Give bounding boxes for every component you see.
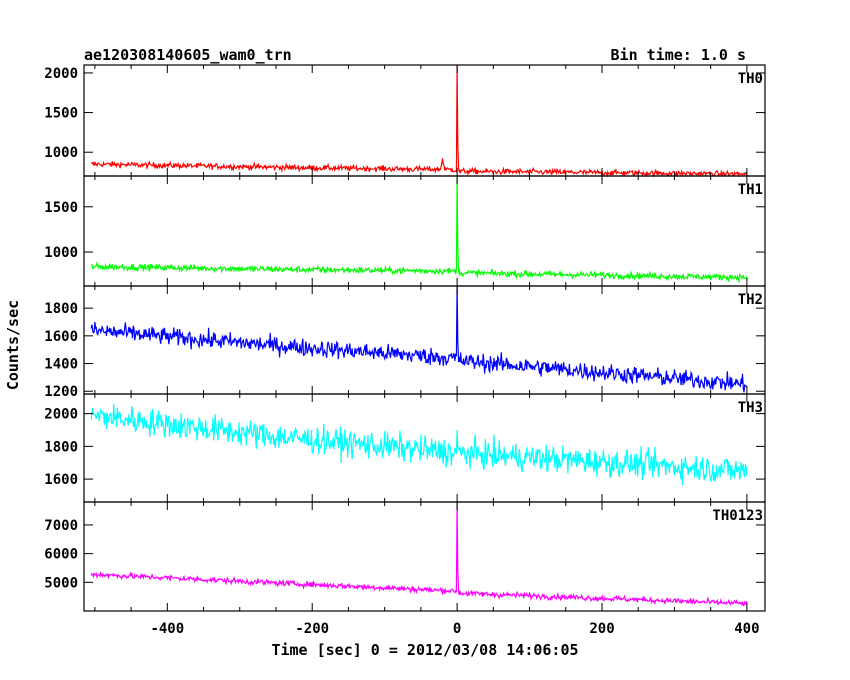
y-tick-label: 5000 xyxy=(44,575,78,591)
panel-frame xyxy=(83,501,766,612)
y-tick-label: 2000 xyxy=(44,66,78,82)
panel-th1: 1000 1500 TH1 xyxy=(44,175,766,287)
y-tick-label: 1000 xyxy=(44,145,78,161)
y-tick-label: 1400 xyxy=(44,357,78,373)
panel-th0123: 5000 6000 7000 TH0123 -400 -200 0 200 400 xyxy=(44,501,766,637)
y-tick-label: 1800 xyxy=(44,439,78,455)
panel-th3: 1600 1800 2000 TH3 xyxy=(44,393,766,503)
series-line-th1 xyxy=(90,175,748,284)
series-label-th0: TH0 xyxy=(738,71,763,87)
x-tick-label: 0 xyxy=(453,621,461,637)
y-tick-label: 1600 xyxy=(44,329,78,345)
panel-th2: 1200 1400 1600 1800 TH2 xyxy=(44,285,766,400)
y-tick-label: 7000 xyxy=(44,518,78,534)
series-label-th1: TH1 xyxy=(738,182,763,198)
series-line-th0123 xyxy=(90,501,748,607)
series-label-th3: TH3 xyxy=(738,400,763,416)
series-line-th3 xyxy=(90,403,748,486)
y-axis-label: Counts/sec xyxy=(4,300,22,390)
y-tick-label: 6000 xyxy=(44,547,78,563)
series-label-th2: TH2 xyxy=(738,292,763,308)
y-tick-label: 1000 xyxy=(44,245,78,261)
x-axis-label: Time [sec] 0 = 2012/03/08 14:06:05 xyxy=(271,641,578,659)
y-tick-label: 1500 xyxy=(44,106,78,122)
x-tick-label: -400 xyxy=(150,621,184,637)
series-label-th0123: TH0123 xyxy=(712,508,763,524)
panel-frame xyxy=(83,285,766,395)
y-tick-label: 1600 xyxy=(44,472,78,488)
chart-title-left: ae120308140605_wam0_trn xyxy=(84,46,292,64)
y-tick-label: 2000 xyxy=(44,407,78,423)
y-tick-label: 1500 xyxy=(44,200,78,216)
panel-th0: 1000 1500 2000 TH0 xyxy=(44,64,766,178)
y-tick-label: 1200 xyxy=(44,384,78,400)
panel-frame xyxy=(83,64,766,177)
series-line-th0 xyxy=(90,64,748,178)
y-tick-label: 1800 xyxy=(44,301,78,317)
x-tick-label: 400 xyxy=(734,621,759,637)
x-tick-label: -200 xyxy=(295,621,329,637)
x-tick-label: 200 xyxy=(589,621,614,637)
series-line-th2 xyxy=(90,285,748,393)
chart-title-right: Bin time: 1.0 s xyxy=(611,46,746,64)
